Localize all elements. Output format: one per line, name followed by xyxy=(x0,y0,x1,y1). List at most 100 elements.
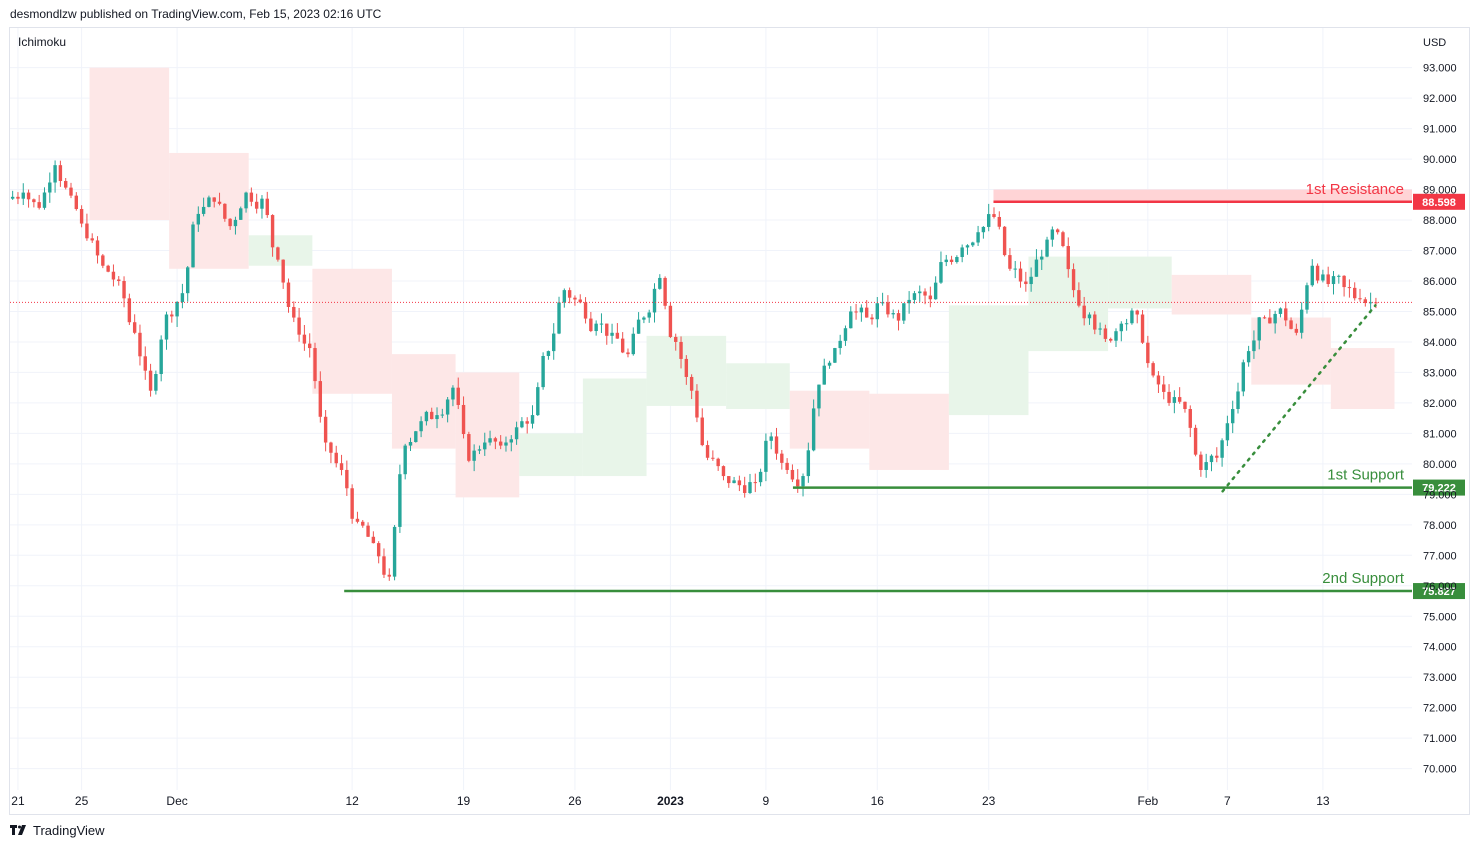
candle-body xyxy=(111,271,116,280)
candle-body xyxy=(620,338,625,353)
candle-body xyxy=(387,574,391,577)
candle-body xyxy=(244,192,248,209)
cloud-segment xyxy=(869,393,949,470)
price-tag xyxy=(1413,193,1465,210)
candle-body xyxy=(976,232,980,243)
y-tick-label: 79.000 xyxy=(1423,489,1457,501)
candle-body xyxy=(239,208,243,220)
candle-body xyxy=(493,438,498,442)
candle-body xyxy=(1241,362,1246,392)
candle-body xyxy=(281,259,285,283)
candle-body xyxy=(896,313,901,321)
grid xyxy=(10,28,1412,790)
candle-body xyxy=(599,323,604,325)
candle-body xyxy=(1172,397,1177,403)
x-tick-label: Feb xyxy=(1137,794,1158,808)
y-tick-label: 75.000 xyxy=(1423,611,1457,623)
candle-body xyxy=(1151,363,1155,376)
candle-body xyxy=(573,297,577,300)
candle-body xyxy=(536,387,540,416)
x-tick-label: 26 xyxy=(568,794,582,808)
candle-body xyxy=(265,198,269,216)
candle-body xyxy=(764,440,768,472)
candle-body xyxy=(233,219,238,227)
candle-body xyxy=(1363,299,1368,304)
candle-body xyxy=(684,358,689,377)
candle-body xyxy=(1071,269,1076,291)
candle-body xyxy=(477,449,482,451)
candle-body xyxy=(1321,274,1325,281)
candle-body xyxy=(552,333,556,352)
candle-body xyxy=(1252,340,1256,352)
chart-frame xyxy=(9,27,1470,815)
candle-body xyxy=(483,442,487,450)
candle-body xyxy=(530,415,535,424)
candle-body xyxy=(509,439,513,443)
candle-body xyxy=(101,255,105,266)
candle-body xyxy=(758,471,763,483)
candle-body xyxy=(944,259,948,263)
footer-brand: TradingView xyxy=(33,823,105,838)
y-tick-label: 83.000 xyxy=(1423,367,1457,379)
candle-body xyxy=(870,317,874,320)
support-label: 2nd Support xyxy=(1322,570,1405,587)
candle-body xyxy=(1130,310,1134,324)
candle-body xyxy=(361,521,365,526)
cloud-segment xyxy=(248,235,313,266)
candle-body xyxy=(1082,305,1086,319)
x-tick-label: 12 xyxy=(345,794,359,808)
candle-body xyxy=(1310,265,1314,286)
candle-body xyxy=(939,262,943,283)
candle-body xyxy=(207,197,211,207)
candle-body xyxy=(1331,276,1336,285)
candle-body xyxy=(689,376,694,391)
candle-body xyxy=(902,303,906,321)
candle-body xyxy=(302,334,307,344)
resistance-label: 1st Resistance xyxy=(1306,181,1404,198)
candle-body xyxy=(1294,328,1299,333)
candle-body xyxy=(132,322,137,333)
x-tick-label: 7 xyxy=(1224,794,1231,808)
candle-body xyxy=(711,457,715,459)
candle-body xyxy=(26,192,31,200)
candle-body xyxy=(732,480,736,484)
candle-body xyxy=(827,362,832,366)
candle-body xyxy=(1342,275,1346,288)
candle-body xyxy=(1167,391,1171,403)
candle-body xyxy=(811,408,816,451)
resistance-zone-band xyxy=(993,189,1412,202)
candle-body xyxy=(859,307,864,313)
y-tick-label: 89.000 xyxy=(1423,185,1457,197)
candle-body xyxy=(992,214,996,217)
candle-body xyxy=(1204,462,1208,470)
cloud-segment xyxy=(582,378,647,477)
cloud-segment xyxy=(726,363,790,409)
candle-body xyxy=(37,202,41,208)
candle-body xyxy=(223,203,227,219)
support-label: 1st Support xyxy=(1327,467,1405,484)
candle-body xyxy=(440,414,445,416)
candle-body xyxy=(955,257,959,263)
y-tick-label: 76.000 xyxy=(1423,581,1457,593)
cloud-segment xyxy=(1330,348,1395,409)
candles xyxy=(10,160,1378,581)
candle-body xyxy=(875,303,879,320)
candle-body xyxy=(504,442,508,446)
candle-body xyxy=(705,445,710,458)
candle-body xyxy=(1034,259,1039,277)
candle-body xyxy=(1109,338,1113,341)
candle-body xyxy=(350,488,354,519)
candle-body xyxy=(90,238,94,241)
candle-body xyxy=(32,199,36,203)
candle-body xyxy=(1209,455,1214,463)
candle-body xyxy=(1002,226,1007,256)
candle-body xyxy=(1305,285,1309,310)
y-tick-label: 91.000 xyxy=(1423,124,1457,136)
candle-body xyxy=(398,474,402,527)
y-tick-label: 72.000 xyxy=(1423,703,1457,715)
candle-body xyxy=(960,247,964,258)
publisher-line: desmondlzw published on TradingView.com,… xyxy=(10,7,382,21)
y-tick-label: 74.000 xyxy=(1423,642,1457,654)
candle-body xyxy=(127,298,132,323)
